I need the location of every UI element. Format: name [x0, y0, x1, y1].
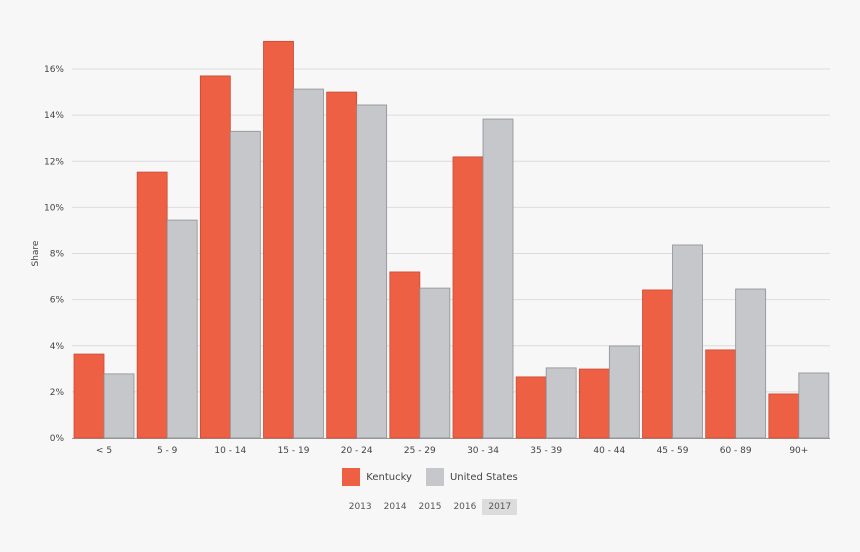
bar-kentucky	[73, 353, 105, 439]
bar-kentucky	[389, 271, 421, 439]
bar-united-states	[735, 288, 767, 439]
bar-united-states	[672, 244, 703, 439]
year-option-2014[interactable]: 2014	[383, 502, 407, 512]
legend-item-united-states[interactable]: United States	[425, 468, 518, 486]
bar-kentucky	[263, 40, 294, 439]
bar-kentucky	[578, 368, 610, 439]
x-tick-label: 30 - 34	[467, 446, 499, 456]
x-tick-label: 90+	[789, 446, 808, 456]
x-tick-label: 5 - 9	[157, 446, 178, 456]
legend-swatch	[342, 468, 361, 486]
bar-kentucky	[452, 156, 484, 439]
bar-kentucky	[768, 393, 800, 439]
bar-united-states	[103, 373, 135, 439]
y-tick-label: 0%	[50, 434, 65, 444]
bar-united-states	[293, 88, 324, 439]
legend-label: Kentucky	[366, 471, 412, 483]
legend: Kentucky United States	[0, 468, 860, 486]
year-option-2017[interactable]: 2017	[482, 499, 518, 515]
y-tick-label: 8%	[50, 250, 65, 260]
year-option-2013[interactable]: 2013	[348, 502, 372, 512]
legend-item-kentucky[interactable]: Kentucky	[342, 468, 412, 486]
bar-kentucky	[642, 289, 673, 439]
year-option-2016[interactable]: 2016	[453, 502, 477, 512]
y-tick-label: 12%	[44, 157, 64, 167]
y-tick-label: 10%	[44, 203, 64, 213]
x-tick-label: 15 - 19	[278, 446, 310, 456]
legend-swatch	[425, 468, 444, 486]
x-tick-label: 35 - 39	[530, 446, 562, 456]
y-tick-label: 16%	[44, 65, 64, 75]
x-tick-label: 20 - 24	[341, 446, 373, 456]
bar-kentucky	[326, 91, 358, 439]
y-tick-label: 14%	[44, 111, 64, 121]
y-axis-label: Share	[31, 240, 41, 266]
bar-kentucky	[136, 171, 168, 439]
bar-united-states	[419, 287, 451, 439]
bar-united-states	[608, 345, 640, 439]
bar-kentucky	[705, 349, 737, 439]
bar-united-states	[482, 118, 514, 439]
x-tick-label: 10 - 14	[214, 446, 246, 456]
legend-label: United States	[449, 471, 518, 483]
bar-united-states	[166, 219, 198, 439]
x-tick-label: 40 - 44	[593, 446, 625, 456]
x-tick-label: 45 - 59	[657, 446, 689, 456]
y-tick-label: 6%	[50, 296, 65, 306]
bar-kentucky	[199, 75, 231, 439]
bar-united-states	[229, 130, 261, 439]
x-tick-label: < 5	[96, 446, 112, 456]
bar-united-states	[545, 367, 577, 439]
bar-chart: 0% 2% 4% 6% 8% 10% 12% 14% 16% Share < 5 5 - 9 10 - …	[31, 40, 830, 456]
x-tick-label: 60 - 89	[720, 446, 752, 456]
bar-kentucky	[515, 376, 547, 439]
bar-united-states	[798, 372, 830, 439]
x-tick-label: 25 - 29	[404, 446, 436, 456]
y-tick-label: 4%	[50, 342, 65, 352]
y-tick-label: 2%	[50, 388, 65, 398]
year-option-2015[interactable]: 2015	[418, 502, 442, 512]
bar-united-states	[356, 104, 388, 439]
year-selector: 2013 2014 2015 2016 2017	[0, 499, 860, 515]
